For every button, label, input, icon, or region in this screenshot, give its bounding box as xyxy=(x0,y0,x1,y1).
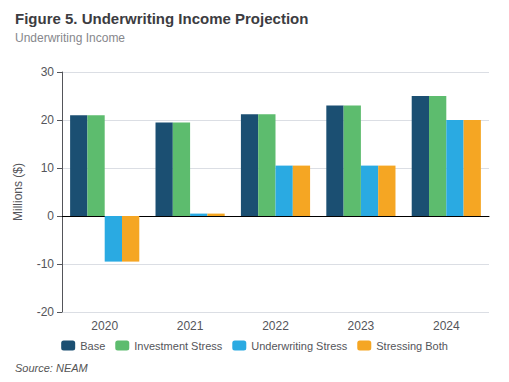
svg-text:Base: Base xyxy=(80,340,105,352)
svg-text:Millions ($): Millions ($) xyxy=(11,163,25,221)
svg-text:Underwriting Stress: Underwriting Stress xyxy=(251,340,347,352)
svg-text:2023: 2023 xyxy=(348,319,375,333)
svg-text:Underwriting Income: Underwriting Income xyxy=(15,31,125,45)
svg-text:Figure 5. Underwriting Income: Figure 5. Underwriting Income Projection xyxy=(15,10,308,27)
svg-text:Source: NEAM: Source: NEAM xyxy=(15,362,89,374)
svg-text:2021: 2021 xyxy=(177,319,204,333)
svg-text:-10: -10 xyxy=(37,257,55,271)
svg-text:2020: 2020 xyxy=(91,319,118,333)
svg-text:0: 0 xyxy=(47,209,54,223)
svg-text:Investment Stress: Investment Stress xyxy=(134,340,223,352)
svg-text:20: 20 xyxy=(41,113,55,127)
svg-text:2024: 2024 xyxy=(433,319,460,333)
svg-text:30: 30 xyxy=(41,65,55,79)
svg-text:-20: -20 xyxy=(37,305,55,319)
svg-text:2022: 2022 xyxy=(262,319,289,333)
svg-text:Stressing Both: Stressing Both xyxy=(376,340,448,352)
svg-text:10: 10 xyxy=(41,161,55,175)
